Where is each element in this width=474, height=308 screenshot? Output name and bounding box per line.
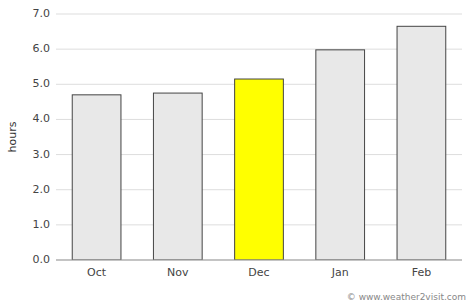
y-axis-label: hours xyxy=(6,121,19,152)
bar xyxy=(316,50,365,260)
chart: 0.0 1.0 2.0 3.0 4.0 5.0 6.0 7.0 Oct Nov Dec Jan Feb h… xyxy=(0,0,474,308)
x-tick-label: Dec xyxy=(248,266,269,279)
y-tick-label: 3.0 xyxy=(33,148,51,161)
bars xyxy=(72,26,446,260)
y-tick-label: 2.0 xyxy=(33,183,51,196)
y-tick-label: 7.0 xyxy=(33,7,51,20)
y-tick-label: 0.0 xyxy=(33,253,51,266)
x-tick-label: Jan xyxy=(331,266,349,279)
y-tick-label: 1.0 xyxy=(33,218,51,231)
x-axis-line xyxy=(56,260,462,261)
y-tick-label: 6.0 xyxy=(33,42,51,55)
watermark: © www.weather2visit.com xyxy=(347,292,466,302)
x-tick-label: Nov xyxy=(167,266,189,279)
bar xyxy=(153,93,202,260)
bar xyxy=(397,26,446,260)
x-tick-label: Oct xyxy=(87,266,107,279)
bar xyxy=(235,79,284,260)
grid-line xyxy=(56,260,462,261)
bar xyxy=(72,95,121,260)
chart-container: 0.0 1.0 2.0 3.0 4.0 5.0 6.0 7.0 Oct Nov Dec Jan Feb h… xyxy=(0,0,474,308)
x-tick-label: Feb xyxy=(412,266,431,279)
y-tick-label: 4.0 xyxy=(33,112,51,125)
grid xyxy=(56,14,462,260)
y-tick-label: 5.0 xyxy=(33,77,51,90)
grid-line xyxy=(56,14,462,15)
